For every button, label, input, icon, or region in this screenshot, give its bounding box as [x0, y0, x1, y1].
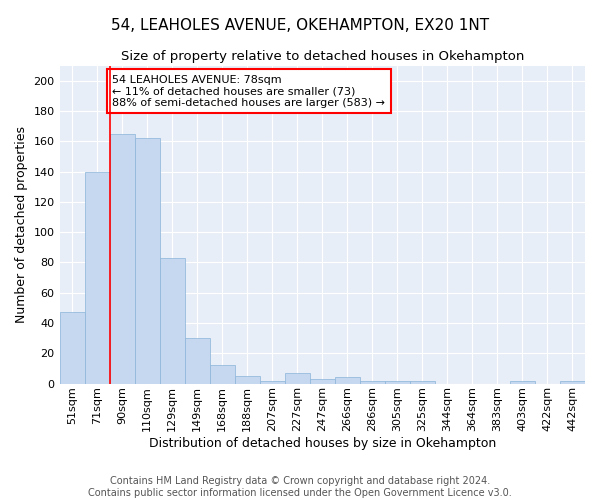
Bar: [85, 172, 110, 384]
Bar: [285, 373, 310, 384]
Text: 54 LEAHOLES AVENUE: 78sqm
← 11% of detached houses are smaller (73)
88% of semi-: 54 LEAHOLES AVENUE: 78sqm ← 11% of detac…: [112, 74, 385, 108]
Text: 54, LEAHOLES AVENUE, OKEHAMPTON, EX20 1NT: 54, LEAHOLES AVENUE, OKEHAMPTON, EX20 1N…: [111, 18, 489, 32]
Bar: [360, 380, 385, 384]
Bar: [235, 376, 260, 384]
Bar: [385, 380, 410, 384]
Bar: [410, 380, 435, 384]
Bar: [260, 380, 285, 384]
Bar: [209, 366, 235, 384]
Bar: [59, 312, 85, 384]
Title: Size of property relative to detached houses in Okehampton: Size of property relative to detached ho…: [121, 50, 524, 63]
Text: Contains HM Land Registry data © Crown copyright and database right 2024.
Contai: Contains HM Land Registry data © Crown c…: [88, 476, 512, 498]
Bar: [160, 258, 185, 384]
Y-axis label: Number of detached properties: Number of detached properties: [15, 126, 28, 323]
Bar: [310, 379, 335, 384]
Bar: [134, 138, 160, 384]
Bar: [335, 378, 360, 384]
Bar: [560, 380, 585, 384]
Bar: [510, 380, 535, 384]
Bar: [185, 338, 209, 384]
X-axis label: Distribution of detached houses by size in Okehampton: Distribution of detached houses by size …: [149, 437, 496, 450]
Bar: [110, 134, 134, 384]
